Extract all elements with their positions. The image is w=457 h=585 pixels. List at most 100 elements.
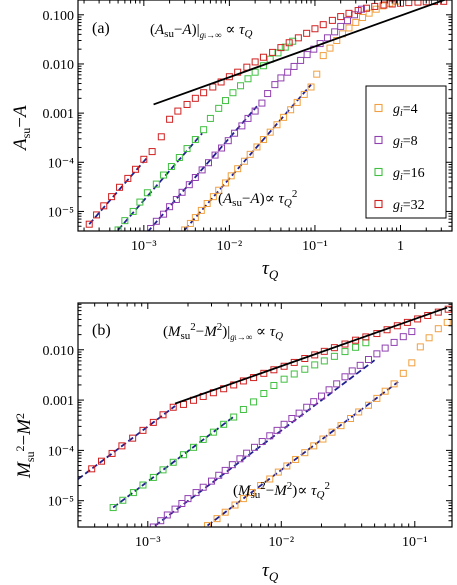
data-point <box>405 0 413 7</box>
data-point <box>277 74 285 82</box>
data-point <box>220 420 228 428</box>
data-point <box>215 471 223 479</box>
data-point <box>408 328 416 336</box>
data-point <box>129 434 137 442</box>
data-point <box>166 115 174 123</box>
data-point <box>320 357 328 365</box>
data-point <box>443 318 451 326</box>
data-point <box>98 457 106 465</box>
data-point <box>160 171 168 179</box>
data-point <box>290 370 298 378</box>
data-point <box>181 226 189 231</box>
data-point <box>422 0 430 6</box>
data-point <box>258 438 266 446</box>
data-point <box>330 352 338 360</box>
data-point <box>355 408 363 416</box>
data-point <box>231 501 239 509</box>
data-point <box>129 489 137 497</box>
data-point <box>200 126 208 134</box>
data-point <box>108 193 116 201</box>
x-tick-label: 1 <box>397 239 404 254</box>
legend-marker-g8 <box>374 135 383 145</box>
fit-line-g16 <box>112 414 236 509</box>
panel-b-ylabel: Msu2−M2 <box>13 413 37 479</box>
panel-b-annotation-top: (Msu2−M2)|gi→∞ ∝ τQ <box>163 321 283 342</box>
data-point <box>209 83 217 91</box>
data-point <box>381 344 389 352</box>
data-point <box>379 2 387 10</box>
data-point <box>178 188 186 196</box>
data-point <box>333 380 341 388</box>
data-point <box>221 179 229 187</box>
data-point <box>139 426 147 434</box>
data-point <box>114 226 122 231</box>
data-point <box>148 148 156 156</box>
data-point <box>251 443 259 451</box>
y-tick-label: 0.100 <box>43 9 75 24</box>
data-point <box>348 367 356 375</box>
data-point <box>140 155 148 163</box>
data-point <box>300 90 308 98</box>
data-point <box>238 122 246 130</box>
data-point <box>199 435 207 443</box>
data-point <box>310 398 318 406</box>
data-point <box>295 409 303 417</box>
data-point <box>209 193 217 201</box>
data-point <box>317 392 325 400</box>
x-tick-label: 10⁻¹ <box>402 535 428 550</box>
data-point <box>259 136 267 144</box>
data-point <box>341 348 349 356</box>
y-tick-label: 0.001 <box>43 394 75 409</box>
data-point <box>283 462 291 470</box>
fit-line-g4 <box>206 381 399 527</box>
data-point <box>253 143 261 151</box>
fit-line-g32 <box>78 405 176 480</box>
panel-a-ylabel: Asu−A <box>10 105 33 152</box>
data-point <box>199 483 207 491</box>
data-point <box>149 418 157 426</box>
data-point <box>362 339 370 347</box>
data-point <box>109 504 117 512</box>
data-point <box>178 499 186 507</box>
data-point <box>326 44 334 52</box>
data-point <box>274 468 282 476</box>
legend-box <box>365 85 447 219</box>
data-point <box>251 58 259 66</box>
data-point <box>280 375 288 383</box>
data-point <box>337 422 345 430</box>
data-point <box>301 449 309 457</box>
data-point <box>266 432 274 440</box>
data-point <box>119 496 127 504</box>
data-point <box>243 449 251 457</box>
data-point <box>215 186 223 194</box>
data-point <box>414 0 422 6</box>
x-tick-label: 10⁻³ <box>135 535 161 550</box>
data-point <box>347 415 355 423</box>
data-point <box>399 333 407 341</box>
data-point <box>139 481 147 489</box>
legend-marker-g16 <box>374 167 383 177</box>
panel-a-data <box>85 0 448 231</box>
data-point <box>183 100 191 108</box>
data-point <box>124 174 132 182</box>
data-point <box>364 401 372 409</box>
data-point <box>108 449 116 457</box>
data-point <box>230 413 238 421</box>
data-point <box>352 18 360 26</box>
data-point <box>319 21 327 29</box>
data-point <box>231 129 239 137</box>
data-point <box>362 4 370 12</box>
data-point <box>88 465 96 473</box>
data-point <box>132 165 140 173</box>
data-point <box>221 508 229 516</box>
data-point <box>303 51 311 59</box>
legend-label-g8: gi=8 <box>393 134 418 151</box>
data-point <box>200 89 208 97</box>
fit-line-g4 <box>183 84 312 231</box>
data-point <box>319 52 327 60</box>
data-point <box>311 25 319 33</box>
data-point <box>381 387 389 395</box>
x-tick-label: 10⁻² <box>268 535 294 550</box>
data-point <box>116 183 124 191</box>
data-point <box>85 220 93 228</box>
